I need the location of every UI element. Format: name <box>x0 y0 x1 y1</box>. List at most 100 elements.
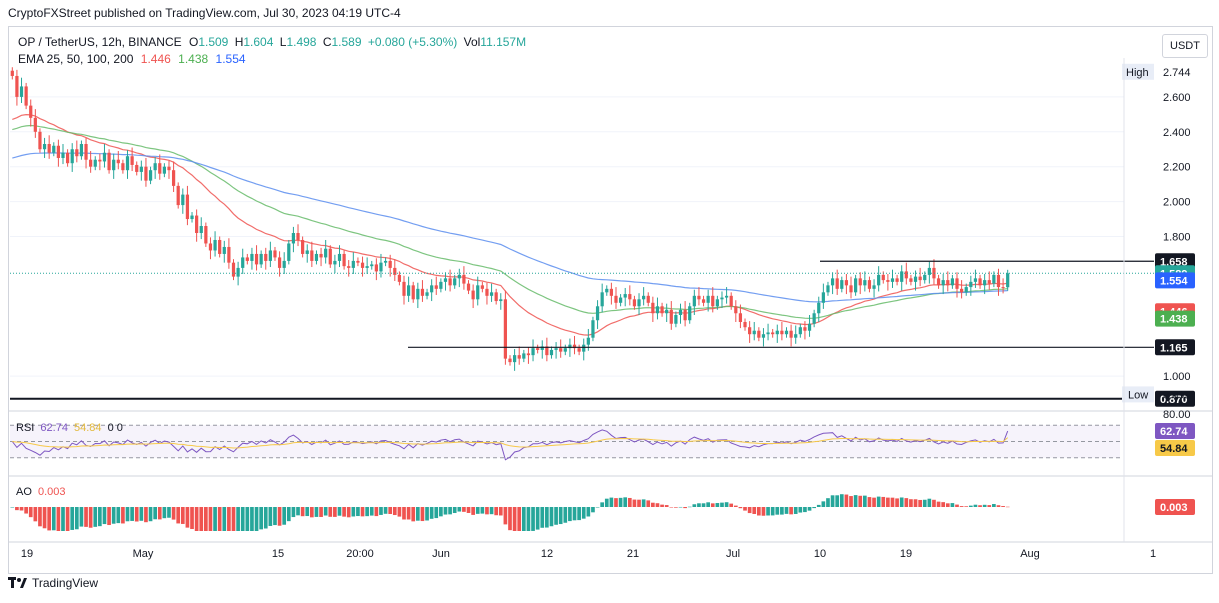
candle-body <box>1006 273 1010 288</box>
ao-bar <box>637 499 641 507</box>
ao-bar <box>710 503 715 507</box>
ao-bar <box>38 507 42 527</box>
candle-body <box>872 285 876 289</box>
candle-body <box>402 281 406 296</box>
candle-body <box>932 267 936 279</box>
ao-bar <box>568 507 572 522</box>
ao-bar <box>171 507 176 520</box>
candle-body <box>711 295 715 307</box>
ao-bar <box>651 502 655 507</box>
candle-body <box>628 294 632 300</box>
ao-bar <box>752 507 757 514</box>
ao-value-tag <box>1155 499 1195 515</box>
x-tick-label: Aug <box>1020 548 1040 560</box>
ao-bar <box>867 497 872 507</box>
ao-bar <box>379 507 383 515</box>
ao-bar <box>19 507 24 511</box>
ao-bar <box>471 507 475 515</box>
ao-bar <box>319 507 323 517</box>
ao-bar <box>517 507 522 531</box>
ao-bar <box>213 507 217 531</box>
candle-body <box>789 330 793 338</box>
ao-bar <box>204 507 208 531</box>
candle-body <box>434 285 438 289</box>
candle-body <box>881 274 885 281</box>
candle-body <box>996 274 1001 288</box>
ao-bar <box>614 498 618 507</box>
candle-body <box>222 246 226 254</box>
ao-bar <box>780 507 784 515</box>
candle-body <box>439 281 443 289</box>
ao-bar <box>489 507 494 515</box>
ao-bar <box>402 507 406 520</box>
candle-body <box>923 274 927 281</box>
ao-bar <box>98 507 102 527</box>
ao-bar <box>346 507 351 518</box>
level-tag-bg <box>1155 253 1195 270</box>
candle-body <box>512 355 517 363</box>
candle-body <box>900 271 904 282</box>
ao-bar <box>1005 506 1010 508</box>
candle-body <box>254 253 259 265</box>
candle-body <box>591 320 595 338</box>
candle-body <box>42 144 47 150</box>
ao-bar <box>572 507 577 521</box>
ao-bar <box>356 507 360 517</box>
ao-bar <box>839 494 844 507</box>
candle-body <box>47 144 51 153</box>
ao-bar <box>623 497 628 507</box>
ao-bar <box>176 507 181 524</box>
candle-body <box>24 86 28 106</box>
ao-bar <box>411 507 416 522</box>
candle-body <box>56 145 60 158</box>
high-value-legend: 1.604 <box>243 35 274 49</box>
ao-bar <box>227 507 231 531</box>
candle-body <box>771 332 775 335</box>
ao-bar <box>157 507 162 520</box>
candle-body <box>476 285 480 300</box>
currency-button[interactable]: USDT <box>1162 34 1208 58</box>
candle-body <box>724 295 729 298</box>
ao-bar <box>743 507 747 511</box>
candle-body <box>936 278 941 286</box>
ao-bar <box>950 503 955 507</box>
ao-bar <box>397 507 402 517</box>
high-marker-label: High <box>1126 67 1149 79</box>
ao-bar <box>853 495 858 507</box>
candle-body <box>757 330 761 338</box>
ao-bar <box>922 499 927 507</box>
candle-body <box>480 285 484 289</box>
rsi-value-label: 62.74 <box>1160 426 1188 438</box>
x-tick-label: May <box>133 548 154 560</box>
candle-body <box>586 337 590 345</box>
candle-body <box>171 170 176 186</box>
candle-body <box>296 233 300 240</box>
ao-bar <box>927 498 932 507</box>
candle-body <box>895 278 899 282</box>
candle-body <box>241 257 245 268</box>
candle-body <box>374 264 378 272</box>
ao-bar <box>586 507 591 517</box>
candle-body <box>471 290 475 300</box>
ao-bar <box>918 499 922 507</box>
low-label-legend: L <box>279 35 287 49</box>
ao-bar <box>342 507 346 517</box>
tradingview-logo-icon <box>8 577 28 589</box>
ao-value-label: 0.003 <box>1160 502 1188 514</box>
ao-bar <box>420 507 425 522</box>
ao-bar <box>199 507 204 531</box>
x-tick-label: Jul <box>726 548 740 560</box>
candle-body <box>65 152 70 164</box>
candle-body <box>775 330 779 335</box>
candle-body <box>61 152 65 158</box>
candle-body <box>743 321 747 328</box>
price-tag-label: 1.438 <box>1160 314 1188 326</box>
candle-body <box>314 253 319 261</box>
candle-body <box>927 267 931 275</box>
ao-bar <box>323 507 328 516</box>
ao-bar <box>816 504 821 507</box>
candle-body <box>98 159 102 162</box>
ao-bar <box>508 507 512 531</box>
ema-lines <box>12 113 1008 336</box>
